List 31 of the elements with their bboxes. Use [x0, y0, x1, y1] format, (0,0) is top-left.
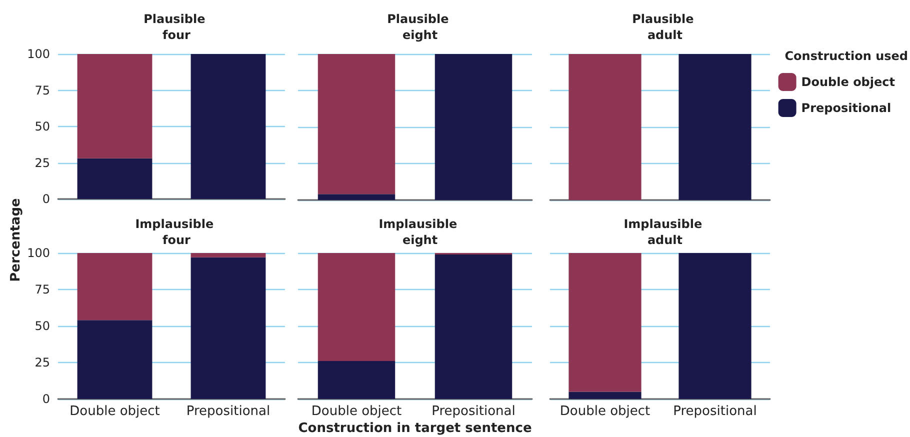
x-tick-label: Prepositional [673, 404, 757, 419]
chart-title: Implausible adult [624, 217, 706, 247]
bar [77, 320, 152, 399]
bar [77, 253, 152, 320]
bar [190, 253, 266, 258]
x-axis-title: Construction in target sentence [298, 421, 532, 436]
x-tick-label: Prepositional [186, 404, 270, 419]
x-tick-label: Prepositional [432, 404, 516, 419]
y-tick-label: 25 [34, 356, 50, 370]
chart-title: Implausible eight [378, 217, 462, 247]
bar [190, 257, 266, 399]
chart-title: Plausible eight [387, 12, 453, 42]
y-tick-label: 50 [34, 319, 50, 333]
y-tick-label: 50 [34, 120, 50, 134]
y-tick-label: 0 [42, 392, 50, 406]
x-tick-label: Double object [70, 404, 160, 419]
y-tick-label: 0 [42, 192, 50, 206]
x-tick-label: Double object [560, 404, 650, 419]
y-tick-label: 25 [34, 156, 50, 170]
y-tick-label: 75 [34, 83, 50, 98]
y-tick-label: 100 [27, 246, 50, 260]
chart-title: Plausible adult [632, 12, 698, 42]
legend-label: Prepositional [801, 101, 892, 115]
legend-title: Construction used [784, 49, 908, 63]
y-tick-label: 75 [34, 282, 50, 296]
chart-title: Plausible four [144, 12, 210, 42]
legend-label: Double object [801, 75, 896, 89]
x-tick-label: Double object [311, 404, 402, 419]
y-axis-title: Percentage [8, 198, 24, 282]
y-tick-label: 100 [27, 47, 50, 61]
chart-title: Implausible four [135, 217, 218, 247]
